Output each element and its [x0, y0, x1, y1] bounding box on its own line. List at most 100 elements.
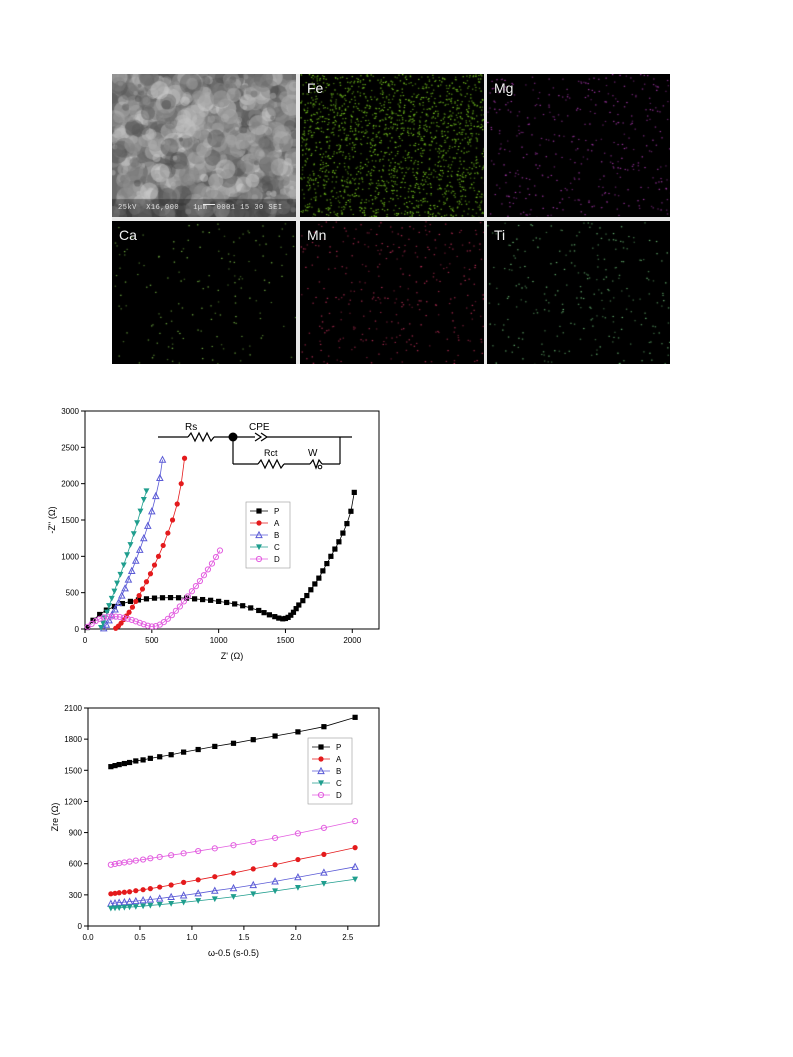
- data-point-P: [321, 724, 327, 730]
- data-point-C: [98, 624, 105, 631]
- data-point-B: [294, 873, 302, 881]
- warburg-plot: 0.0 0.5 1.0 1.5 2.0 2.5 0 300 600 900 1200 1500 1800…: [50, 704, 380, 958]
- y-tick-label: 1200: [64, 797, 82, 806]
- data-point-P: [308, 587, 314, 593]
- data-point-C: [180, 899, 187, 906]
- data-point-C: [121, 904, 128, 911]
- data-point-P: [261, 610, 267, 616]
- data-point-B: [117, 591, 126, 599]
- data-point-C: [130, 531, 137, 537]
- data-point-D: [104, 613, 111, 620]
- series-line-D: [87, 550, 221, 628]
- data-point-P: [181, 749, 187, 755]
- x-axis-label: ω-0.5 (s-0.5): [208, 948, 259, 958]
- data-point-P: [336, 539, 342, 545]
- data-point-D: [204, 566, 212, 573]
- data-point-P: [344, 521, 350, 527]
- data-point-D: [96, 615, 103, 622]
- eds-map-fe: Fe: [300, 74, 484, 217]
- data-point-P: [285, 614, 291, 620]
- legend-marker-D: [317, 791, 325, 799]
- data-point-P: [135, 597, 142, 603]
- data-point-P: [159, 595, 166, 601]
- data-point-D: [128, 616, 135, 624]
- data-point-C: [108, 595, 115, 602]
- data-point-P: [168, 752, 174, 758]
- data-point-P: [191, 596, 198, 602]
- data-point-B: [229, 883, 238, 892]
- sem-image-panel: 25kV X16,000 1μm 0001 15 30 SEI: [112, 74, 296, 217]
- data-point-B: [167, 892, 175, 901]
- data-point-D: [250, 838, 257, 846]
- data-point-P: [112, 763, 118, 769]
- y-tick-label: 500: [66, 589, 80, 598]
- data-point-A: [174, 501, 180, 507]
- data-point-D: [164, 615, 171, 622]
- data-point-D: [172, 607, 179, 614]
- legend-label-P: P: [336, 743, 341, 752]
- data-point-P: [340, 530, 346, 536]
- data-point-B: [121, 584, 129, 592]
- data-point-A: [108, 891, 114, 897]
- data-point-B: [148, 507, 156, 515]
- data-point-P: [216, 598, 222, 604]
- data-point-D: [176, 603, 183, 610]
- data-point-P: [276, 615, 282, 621]
- data-point-D: [168, 612, 175, 619]
- y-tick-label: 3000: [61, 407, 79, 416]
- data-point-A: [133, 888, 139, 894]
- sem-caption: 25kV X16,000 1μm 0001 15 30 SEI: [118, 204, 283, 212]
- data-point-D: [196, 577, 204, 585]
- data-point-P: [293, 606, 299, 612]
- fe-map-dots: [300, 74, 484, 217]
- data-point-D: [139, 856, 147, 863]
- data-point-P: [151, 595, 158, 601]
- circuit-label-cpe: CPE: [249, 422, 270, 433]
- data-point-C: [126, 904, 133, 911]
- data-point-D: [132, 857, 139, 864]
- data-point-A: [181, 455, 188, 461]
- series-line-B: [110, 866, 356, 905]
- circuit-label-rs: Rs: [185, 422, 197, 433]
- data-point-D: [112, 613, 119, 620]
- data-point-A: [139, 586, 146, 592]
- data-point-D: [111, 860, 119, 868]
- x-tick-label: 500: [145, 636, 159, 645]
- legend-label-B: B: [274, 531, 279, 540]
- data-point-P: [352, 714, 358, 720]
- data-point-P: [295, 729, 301, 735]
- data-point-D: [152, 622, 159, 630]
- data-point-C: [352, 876, 359, 883]
- data-point-A: [160, 542, 166, 549]
- data-point-A: [143, 579, 150, 585]
- data-point-A: [352, 845, 358, 851]
- data-point-A: [169, 517, 176, 523]
- y-tick-label: 900: [69, 829, 83, 838]
- data-point-A: [250, 866, 256, 872]
- circuit-label-rct: Rct: [264, 448, 278, 458]
- panel-label-ca: Ca: [119, 227, 137, 243]
- data-point-P: [208, 597, 214, 603]
- data-point-A: [118, 620, 124, 626]
- legend-label-D: D: [336, 791, 342, 800]
- data-point-P: [248, 605, 254, 611]
- legend-label-P: P: [274, 507, 279, 516]
- y-tick-label: 0: [75, 625, 80, 634]
- x-tick-label: 2.0: [290, 933, 302, 942]
- data-point-B: [125, 897, 134, 905]
- data-point-B: [179, 891, 188, 899]
- legend-marker-A: [318, 756, 324, 762]
- legend-label-D: D: [274, 555, 280, 564]
- panel-label-fe: Fe: [307, 80, 324, 96]
- data-point-B: [135, 545, 144, 553]
- data-point-D: [88, 620, 95, 628]
- series-line-C: [110, 878, 356, 909]
- circuit-label-w: W: [308, 448, 318, 459]
- data-point-B: [155, 894, 164, 902]
- data-point-P: [266, 612, 273, 618]
- data-point-P: [272, 614, 278, 620]
- data-point-P: [232, 601, 238, 607]
- data-point-P: [97, 611, 103, 618]
- y-axis-label: Zre (Ω): [50, 803, 60, 832]
- y-tick-label: 300: [69, 891, 83, 900]
